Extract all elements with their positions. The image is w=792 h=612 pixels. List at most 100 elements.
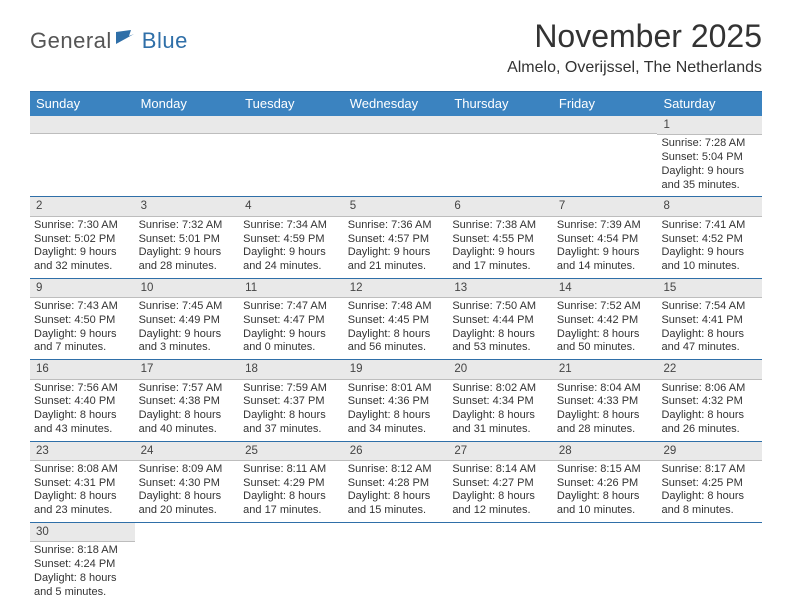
date-number: 4 (239, 197, 344, 216)
sunrise-text: Sunrise: 7:43 AM (34, 300, 131, 314)
day-cell-empty (448, 523, 553, 603)
date-number: 29 (657, 442, 762, 461)
daylight-text: Daylight: 9 hours (661, 246, 758, 260)
day-cell: 7Sunrise: 7:39 AMSunset: 4:54 PMDaylight… (553, 197, 658, 277)
day-cell: 18Sunrise: 7:59 AMSunset: 4:37 PMDayligh… (239, 360, 344, 440)
daylight-text: Daylight: 8 hours (34, 409, 131, 423)
daylight-text: Daylight: 9 hours (34, 328, 131, 342)
day-cell-empty (344, 116, 449, 196)
sunset-text: Sunset: 5:04 PM (661, 151, 758, 165)
dow-friday: Friday (553, 92, 658, 116)
date-number: 16 (30, 360, 135, 379)
day-cell: 6Sunrise: 7:38 AMSunset: 4:55 PMDaylight… (448, 197, 553, 277)
dow-saturday: Saturday (657, 92, 762, 116)
daylight-text: Daylight: 8 hours (348, 490, 445, 504)
daylight-text: and 23 minutes. (34, 504, 131, 518)
daylight-text: and 12 minutes. (452, 504, 549, 518)
week-row: 16Sunrise: 7:56 AMSunset: 4:40 PMDayligh… (30, 360, 762, 441)
daylight-text: Daylight: 8 hours (452, 409, 549, 423)
day-cell-empty (553, 523, 658, 603)
month-title: November 2025 (507, 18, 762, 55)
sunset-text: Sunset: 4:55 PM (452, 233, 549, 247)
day-cell: 26Sunrise: 8:12 AMSunset: 4:28 PMDayligh… (344, 442, 449, 522)
date-number: 11 (239, 279, 344, 298)
week-row: 9Sunrise: 7:43 AMSunset: 4:50 PMDaylight… (30, 279, 762, 360)
sunrise-text: Sunrise: 8:14 AM (452, 463, 549, 477)
date-number: 17 (135, 360, 240, 379)
sunset-text: Sunset: 4:47 PM (243, 314, 340, 328)
sunset-text: Sunset: 4:52 PM (661, 233, 758, 247)
date-number: 14 (553, 279, 658, 298)
daylight-text: Daylight: 8 hours (661, 490, 758, 504)
daylight-text: Daylight: 8 hours (139, 409, 236, 423)
sunset-text: Sunset: 4:42 PM (557, 314, 654, 328)
weeks-container: 1Sunrise: 7:28 AMSunset: 5:04 PMDaylight… (30, 116, 762, 603)
location: Almelo, Overijssel, The Netherlands (507, 59, 762, 77)
daylight-text: Daylight: 8 hours (348, 328, 445, 342)
date-number: 8 (657, 197, 762, 216)
daylight-text: and 34 minutes. (348, 423, 445, 437)
daylight-text: Daylight: 9 hours (661, 165, 758, 179)
sunrise-text: Sunrise: 7:50 AM (452, 300, 549, 314)
sunset-text: Sunset: 4:31 PM (34, 477, 131, 491)
logo: General Blue (30, 18, 188, 54)
day-cell-empty (344, 523, 449, 603)
sunset-text: Sunset: 4:45 PM (348, 314, 445, 328)
day-cell: 29Sunrise: 8:17 AMSunset: 4:25 PMDayligh… (657, 442, 762, 522)
daylight-text: Daylight: 8 hours (661, 409, 758, 423)
day-cell-empty (239, 523, 344, 603)
daylight-text: and 17 minutes. (452, 260, 549, 274)
empty-date-bar (239, 116, 344, 134)
day-cell-empty (30, 116, 135, 196)
daylight-text: and 21 minutes. (348, 260, 445, 274)
date-number: 24 (135, 442, 240, 461)
date-number: 28 (553, 442, 658, 461)
daylight-text: and 17 minutes. (243, 504, 340, 518)
day-cell: 17Sunrise: 7:57 AMSunset: 4:38 PMDayligh… (135, 360, 240, 440)
day-cell: 2Sunrise: 7:30 AMSunset: 5:02 PMDaylight… (30, 197, 135, 277)
day-cell: 5Sunrise: 7:36 AMSunset: 4:57 PMDaylight… (344, 197, 449, 277)
sunset-text: Sunset: 4:37 PM (243, 395, 340, 409)
daylight-text: and 20 minutes. (139, 504, 236, 518)
sunset-text: Sunset: 4:32 PM (661, 395, 758, 409)
sunrise-text: Sunrise: 7:47 AM (243, 300, 340, 314)
daylight-text: Daylight: 8 hours (243, 490, 340, 504)
day-cell: 30Sunrise: 8:18 AMSunset: 4:24 PMDayligh… (30, 523, 135, 603)
date-number: 30 (30, 523, 135, 542)
sunrise-text: Sunrise: 7:28 AM (661, 137, 758, 151)
sunrise-text: Sunrise: 8:11 AM (243, 463, 340, 477)
daylight-text: Daylight: 8 hours (557, 490, 654, 504)
daylight-text: Daylight: 9 hours (34, 246, 131, 260)
date-number: 9 (30, 279, 135, 298)
day-cell: 12Sunrise: 7:48 AMSunset: 4:45 PMDayligh… (344, 279, 449, 359)
day-cell: 9Sunrise: 7:43 AMSunset: 4:50 PMDaylight… (30, 279, 135, 359)
title-block: November 2025 Almelo, Overijssel, The Ne… (507, 18, 762, 77)
sunrise-text: Sunrise: 7:45 AM (139, 300, 236, 314)
sunrise-text: Sunrise: 8:17 AM (661, 463, 758, 477)
sunset-text: Sunset: 4:40 PM (34, 395, 131, 409)
daylight-text: and 26 minutes. (661, 423, 758, 437)
sunset-text: Sunset: 5:01 PM (139, 233, 236, 247)
sunrise-text: Sunrise: 8:04 AM (557, 382, 654, 396)
daylight-text: and 32 minutes. (34, 260, 131, 274)
empty-date-bar (344, 116, 449, 134)
sunset-text: Sunset: 4:34 PM (452, 395, 549, 409)
daylight-text: Daylight: 8 hours (34, 490, 131, 504)
empty-date-bar (30, 116, 135, 134)
empty-date-bar (135, 116, 240, 134)
date-number: 27 (448, 442, 553, 461)
daylight-text: Daylight: 8 hours (348, 409, 445, 423)
sunrise-text: Sunrise: 7:57 AM (139, 382, 236, 396)
daylight-text: and 53 minutes. (452, 341, 549, 355)
sunset-text: Sunset: 4:57 PM (348, 233, 445, 247)
sunrise-text: Sunrise: 8:06 AM (661, 382, 758, 396)
sunrise-text: Sunrise: 8:18 AM (34, 544, 131, 558)
sunrise-text: Sunrise: 7:30 AM (34, 219, 131, 233)
date-number: 21 (553, 360, 658, 379)
daylight-text: and 28 minutes. (139, 260, 236, 274)
sunrise-text: Sunrise: 7:34 AM (243, 219, 340, 233)
sunrise-text: Sunrise: 7:36 AM (348, 219, 445, 233)
logo-word-general: General (30, 28, 112, 54)
daylight-text: and 10 minutes. (661, 260, 758, 274)
daylight-text: Daylight: 8 hours (557, 409, 654, 423)
